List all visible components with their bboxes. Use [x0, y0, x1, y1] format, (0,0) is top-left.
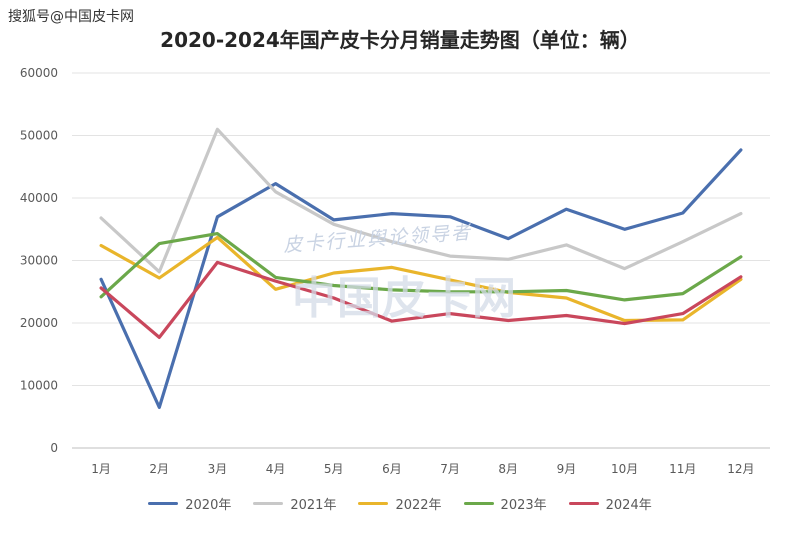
chart-legend: 2020年 2021年 2022年 2023年 2024年 [0, 494, 800, 513]
legend-label: 2022年 [395, 498, 442, 513]
x-tick-label: 1月 [91, 462, 111, 476]
x-tick-label: 9月 [557, 462, 577, 476]
x-tick-label: 4月 [266, 462, 286, 476]
x-tick-label: 7月 [440, 462, 460, 476]
series-line-2023 [99, 232, 743, 302]
y-tick-label: 50000 [20, 129, 58, 143]
legend-item: 2020年 [148, 494, 231, 513]
x-tick-label: 11月 [669, 462, 696, 476]
legend-swatch [463, 502, 494, 505]
x-tick-label: 12月 [727, 462, 754, 476]
legend-item: 2023年 [463, 494, 547, 513]
x-tick-label: 2月 [149, 462, 169, 476]
legend-item: 2022年 [358, 494, 442, 513]
x-tick-label: 3月 [208, 462, 228, 476]
legend-item: 2024年 [568, 494, 652, 513]
x-tick-label: 10月 [611, 462, 638, 476]
source-tag: 搜狐号@中国皮卡网 [8, 9, 134, 25]
legend-swatch [358, 502, 389, 505]
legend-label: 2024年 [605, 498, 652, 513]
legend-label: 2020年 [185, 498, 232, 513]
legend-label: 2023年 [500, 498, 547, 513]
series-line-2020 [99, 148, 743, 409]
legend-swatch [253, 502, 284, 505]
y-tick-label: 0 [50, 441, 58, 455]
watermark-logo: 中国皮卡网 [292, 273, 517, 324]
x-tick-label: 6月 [382, 462, 402, 476]
y-tick-label: 30000 [20, 254, 58, 268]
x-tick-label: 5月 [324, 462, 344, 476]
y-tick-label: 20000 [20, 316, 58, 330]
y-tick-label: 10000 [20, 379, 58, 393]
legend-label: 2021年 [290, 498, 337, 513]
legend-item: 2021年 [253, 494, 336, 513]
legend-swatch [568, 502, 599, 505]
y-tick-label: 60000 [20, 66, 58, 80]
y-tick-label: 40000 [20, 191, 58, 205]
x-tick-label: 8月 [498, 462, 518, 476]
series-line-2024 [99, 260, 743, 339]
series-line-2021 [99, 127, 743, 274]
chart-title: 2020-2024年国产皮卡分月销量走势图（单位：辆） [160, 28, 640, 52]
legend-swatch [148, 502, 179, 505]
